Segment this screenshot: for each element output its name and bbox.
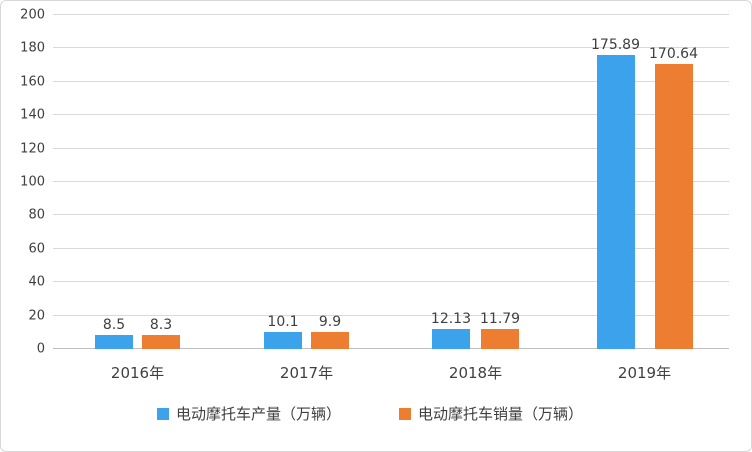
data-label: 12.13 [430,310,471,327]
y-tick-label: 200 [20,7,45,23]
gridline [53,314,729,316]
data-label: 8.5 [102,316,126,333]
x-axis-label: 2017年 [279,363,334,382]
gridline [53,281,729,283]
bar-wrap: 8.3 [142,15,180,349]
legend-label: 电动摩托车销量（万辆） [418,405,584,423]
bar-wrap: 170.64 [649,15,698,349]
bar-group-2017年: 10.1 9.9 [222,15,391,349]
gridline [53,47,729,49]
bar [95,334,133,349]
y-tick-label: 180 [20,40,45,56]
bar-chart: 0 20 40 60 80 100 120 140 160 180 200 8.5 8.3 10.1 9.… [11,9,729,389]
bar [481,329,520,349]
y-tick-label: 100 [20,174,45,190]
bar [596,55,635,349]
bar [142,335,180,349]
y-axis: 0 20 40 60 80 100 120 140 160 180 200 [11,9,53,356]
x-axis-label: 2016年 [110,363,165,382]
y-tick-label: 40 [28,274,45,290]
y-tick-label: 20 [28,308,45,324]
bar [654,64,693,349]
gridline [53,114,729,116]
bar-wrap: 8.5 [95,15,133,349]
legend-item: 电动摩托车销量（万辆） [399,403,583,424]
y-tick-label: 0 [36,341,45,357]
x-axis-label: 2019年 [617,363,672,382]
bar [431,328,470,349]
legend-label: 电动摩托车产量（万辆） [175,405,341,423]
data-label: 11.79 [480,311,521,328]
bar-groups: 8.5 8.3 10.1 9.9 12.13 11.79 175.89 170.64 [53,15,729,349]
data-label: 175.89 [591,37,640,54]
legend-swatch-icon [156,407,169,420]
data-label: 8.3 [149,317,173,334]
data-label: 170.64 [649,46,698,63]
bar-wrap: 12.13 [431,15,471,349]
bar-group-2016年: 8.5 8.3 [53,15,222,349]
y-tick-label: 80 [28,207,45,223]
bar-wrap: 11.79 [480,15,520,349]
y-tick-label: 120 [20,141,45,157]
gridline [53,214,729,216]
x-axis-label: 2018年 [448,363,503,382]
y-tick-label: 60 [28,241,45,257]
x-axis-line [53,348,729,349]
legend-item: 电动摩托车产量（万辆） [156,403,341,424]
gridline [53,80,729,82]
bar [311,332,349,349]
gridline [53,247,729,249]
bar [264,332,302,349]
y-tick-label: 140 [20,107,45,123]
bar-wrap: 10.1 [264,15,302,349]
data-label: 9.9 [318,314,342,331]
legend-swatch-icon [399,407,411,420]
gridline [53,14,729,15]
data-label: 10.1 [267,314,299,331]
plot-area: 8.5 8.3 10.1 9.9 12.13 11.79 175.89 170.64 [53,14,729,349]
legend: 电动摩托车产量（万辆） 电动摩托车销量（万辆） [11,403,729,424]
bar-wrap: 175.89 [591,15,640,349]
x-axis: 2016年 2017年 2018年 2019年 [53,349,729,389]
bar-group-2018年: 12.13 11.79 [391,15,560,349]
bar-group-2019年: 175.89 170.64 [560,15,729,349]
gridline [53,181,729,182]
bar-wrap: 9.9 [311,15,349,349]
gridline [53,147,729,149]
y-tick-label: 160 [20,74,45,90]
